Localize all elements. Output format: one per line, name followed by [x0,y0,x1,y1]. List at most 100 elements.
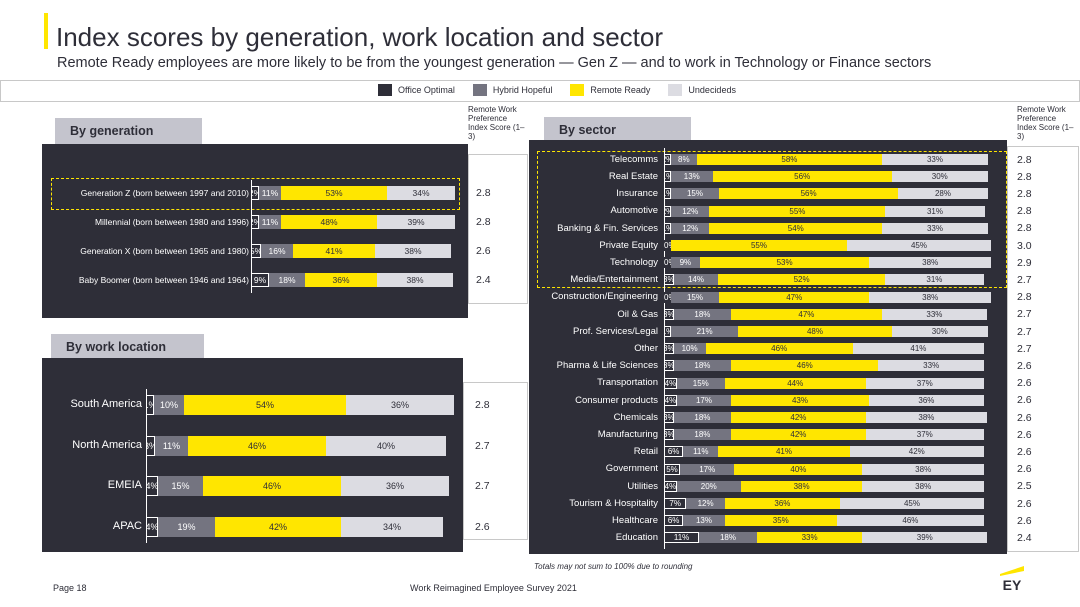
sector-score: 2.7 [1017,308,1032,321]
generation-bar-remote-ready: 41% [293,244,375,258]
sector-row-label: Transportation [597,377,658,389]
sector-bar-remote-ready: 55% [709,205,886,217]
page-number: Page 18 [53,583,87,593]
location-bar-office-optimal: 4% [146,516,158,537]
sector-row-label: Technology [609,257,658,268]
sector-score: 2.9 [1017,256,1032,269]
sector-bar-office-optimal: 2% [664,154,671,165]
sector-bar-hybrid-hopeful: 21% [671,326,739,337]
sector-bar-hybrid-hopeful: 20% [676,480,741,492]
sector-bar-office-optimal: 7% [664,498,687,509]
sector-bar-remote-ready: 35% [724,515,837,527]
sector-bar-office-optimal: 4% [664,480,677,492]
sector-bar-office-optimal: 3% [664,343,674,355]
location-bar-hybrid-hopeful: 15% [158,476,203,496]
location-bar-undecided: 40% [326,435,446,456]
sector-row-label: Government [605,463,658,475]
sector-bar-hybrid-hopeful: 18% [673,360,732,372]
sector-bar-undecided: 30% [891,326,988,337]
location-bar-remote-ready: 42% [215,516,341,537]
sector-bar-office-optimal: 1% [664,171,671,183]
sector-row-label: Insurance [616,188,658,200]
location-row-label: North America [72,438,142,451]
generation-bar-remote-ready: 53% [281,186,387,200]
sector-bar-office-optimal: 1% [664,188,671,200]
sector-score: 2.6 [1017,514,1032,527]
sector-bar-undecided: 45% [840,498,984,509]
legend-item-ready: Remote Ready [570,84,650,96]
generation-bar-remote-ready: 36% [305,273,377,287]
sector-bar-office-optimal: 1% [664,326,671,337]
sector-bar-undecided: 45% [847,240,991,251]
sector-score: 2.5 [1017,480,1032,493]
legend-swatch-hybrid [472,84,487,96]
sector-bar-remote-ready: 52% [718,274,885,286]
sector-bar-remote-ready: 47% [731,308,882,320]
sector-row-label: Construction/Engineering [551,291,658,303]
sector-bar-remote-ready: 56% [712,171,892,183]
location-row-label: APAC [112,519,142,532]
legend-label-hybrid: Hybrid Hopeful [492,85,553,95]
sector-bar-remote-ready: 47% [719,291,870,303]
sector-bar-undecided: 36% [868,394,984,406]
location-bar-office-optimal: 1% [146,395,154,415]
generation-row-label: Baby Boomer (born between 1946 and 1964) [78,274,249,285]
generation-row-label: Generation X (born between 1965 and 1980… [80,245,249,256]
sector-bar-undecided: 28% [898,188,988,200]
sector-score: 2.7 [1017,273,1032,286]
sector-bar-undecided: 38% [862,463,984,475]
generation-panel [42,144,468,318]
generation-highlight [51,178,460,210]
sector-row-label: Consumer products [575,394,658,406]
sector-bar-office-optimal: 4% [664,394,677,406]
sector-row-label: Media/Entertainment [570,274,658,286]
sector-score: 2.6 [1017,445,1032,458]
generation-row-label: Millennial (born between 1980 and 1996) [94,216,249,227]
generation-bar-hybrid-hopeful: 16% [261,244,293,258]
sector-score-header: Remote Work Preference Index Score (1–3) [1017,105,1074,141]
legend: Office Optimal Hybrid Hopeful Remote Rea… [378,84,754,96]
location-bar-office-optimal: 3% [146,435,155,456]
generation-bar-office-optimal: 2% [251,186,259,200]
location-bar-hybrid-hopeful: 19% [158,516,215,537]
survey-name: Work Reimagined Employee Survey 2021 [410,583,577,593]
location-bar-remote-ready: 46% [188,435,326,456]
generation-row-label: Generation Z (born between 1997 and 2010… [80,187,249,198]
generation-bar-undecided: 34% [387,186,455,200]
sector-bar-remote-ready: 54% [709,222,883,234]
sector-bar-office-optimal: 0% [664,257,676,269]
sector-bar-hybrid-hopeful: 10% [673,343,706,355]
sector-bar-remote-ready: 36% [724,498,840,509]
sector-bar-undecided: 37% [865,429,984,441]
location-bar-hybrid-hopeful: 10% [154,395,184,415]
sector-bar-remote-ready: 42% [731,412,866,423]
sector-row-label: Utilities [627,480,658,492]
sector-score: 2.6 [1017,411,1032,424]
sector-score: 2.8 [1017,187,1032,200]
sector-bar-undecided: 33% [878,360,984,372]
sector-row-label: Healthcare [612,515,658,526]
sector-bar-undecided: 46% [836,515,984,527]
location-bar-undecided: 36% [346,395,454,415]
location-score: 2.7 [475,480,490,492]
sector-row-label: Manufacturing [597,429,658,440]
sector-row-label: Private Equity [599,239,658,251]
sector-bar-undecided: 38% [865,412,988,423]
sector-row-label: Pharma & Life Sciences [556,360,658,372]
sector-bar-hybrid-hopeful: 9% [671,257,700,269]
legend-label-office: Office Optimal [398,85,455,95]
generation-bar-hybrid-hopeful: 18% [269,273,305,287]
legend-item-hybrid: Hybrid Hopeful [472,84,553,96]
sector-bar-remote-ready: 46% [731,360,879,372]
sector-bar-office-optimal: 4% [664,377,677,389]
sector-score: 2.8 [1017,291,1032,304]
sector-highlight [537,151,1007,288]
sector-bar-office-optimal: 0% [664,240,676,251]
generation-score-box [468,154,528,304]
sector-score: 2.4 [1017,531,1032,544]
sector-bar-hybrid-hopeful: 8% [671,154,697,165]
sector-bar-office-optimal: 3% [664,360,674,372]
sector-bar-hybrid-hopeful: 18% [699,532,757,544]
location-row-label: South America [70,398,142,411]
ey-logo-beam [1000,566,1024,576]
